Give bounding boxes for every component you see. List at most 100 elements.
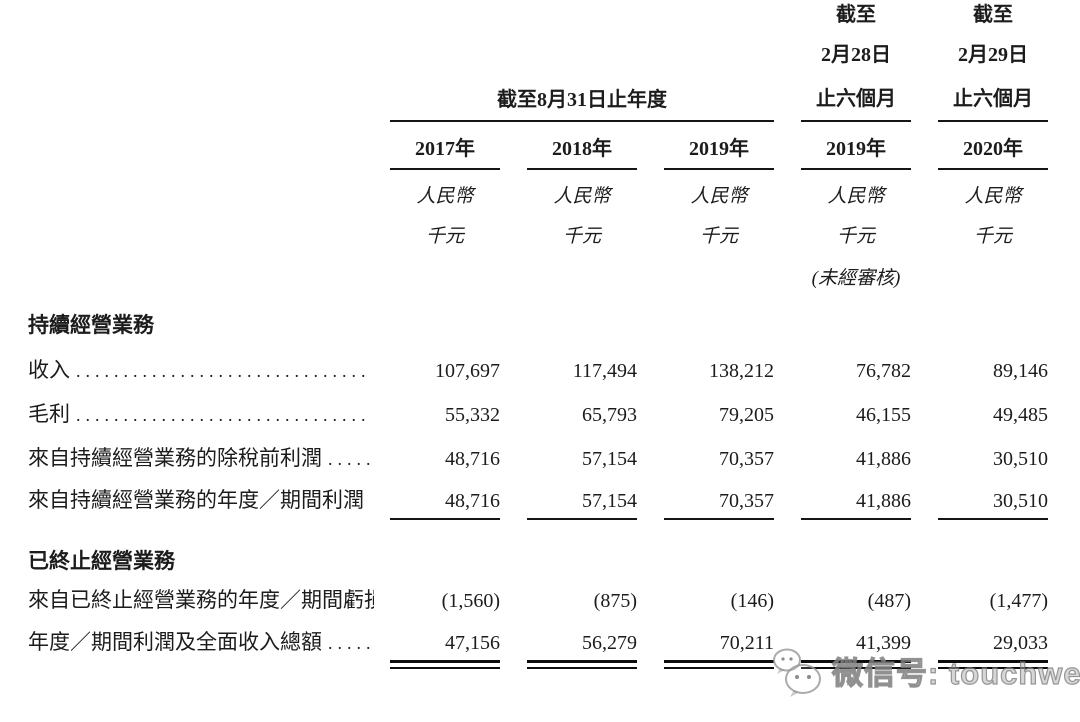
- unit-label: 千元: [562, 226, 601, 247]
- year-2019: 2019年: [689, 138, 749, 160]
- cell-2019-interim: 46,155: [856, 404, 911, 426]
- year-rule-row: [28, 168, 1076, 170]
- row-label: 年度／期間利潤及全面收入總額: [28, 630, 322, 654]
- cell-2019: (146): [730, 590, 774, 612]
- table-row-profit-for-period: 來自持續經營業務的年度／期間利潤 .......................…: [28, 488, 1076, 514]
- interim2-rule: [938, 120, 1048, 122]
- unaudited-label: (未經審核): [811, 268, 901, 289]
- table-row-loss-discontinued: 來自已終止經營業務的年度／期間虧損 ......................…: [28, 588, 1076, 614]
- section-label: 已終止經營業務: [28, 549, 175, 573]
- cell-2017: 48,716: [445, 490, 500, 512]
- year-2020-interim: 2020年: [963, 138, 1023, 160]
- cell-2017: 47,156: [445, 632, 500, 654]
- row-label: 收入: [28, 358, 70, 382]
- year-2017: 2017年: [415, 138, 475, 160]
- cell-2018: 57,154: [582, 490, 637, 512]
- dot-leader: ........................................…: [76, 361, 370, 381]
- cell-2017: 107,697: [435, 360, 500, 382]
- cell-2019-interim: 76,782: [856, 360, 911, 382]
- cell-2017: 55,332: [445, 404, 500, 426]
- column-rule: [390, 168, 500, 170]
- header-row-dates: 2月28日 2月29日: [28, 44, 1076, 68]
- column-total-rule: [390, 660, 500, 669]
- cell-2020-interim: 30,510: [993, 448, 1048, 470]
- column-rule: [390, 518, 500, 520]
- row-label: 毛利: [28, 402, 70, 426]
- cell-2019: 70,357: [719, 448, 774, 470]
- section-continuing-operations: 持續經營業務: [28, 312, 1076, 338]
- interim2-suffix: 止六個月: [953, 88, 1033, 110]
- watermark-text: 微信号: touchweb: [831, 655, 1080, 691]
- header-row-periods: 截至8月31日止年度 止六個月 止六個月: [28, 88, 1076, 112]
- row-label: 來自持續經營業務的除稅前利潤: [28, 446, 322, 470]
- interim2-prefix: 截至: [973, 4, 1013, 26]
- currency-label: 人民幣: [827, 186, 885, 207]
- interim1-rule: [801, 120, 911, 122]
- unit-label: 千元: [836, 226, 875, 247]
- subtotal-rule-row: [28, 518, 1076, 520]
- table-row-revenue: 收入 .....................................…: [28, 358, 1076, 384]
- cell-2018: 117,494: [572, 360, 637, 382]
- column-rule: [664, 168, 774, 170]
- interim1-suffix: 止六個月: [816, 88, 896, 110]
- cell-2019-interim: 41,399: [856, 632, 911, 654]
- cell-2018: (875): [593, 590, 637, 612]
- cell-2019-interim: 41,886: [856, 448, 911, 470]
- column-total-rule: [801, 660, 911, 669]
- interim1-prefix: 截至: [836, 4, 876, 26]
- dot-leader: ........................................…: [328, 633, 370, 653]
- annual-group-rule: [390, 120, 774, 122]
- dot-leader: ........................................…: [76, 405, 370, 425]
- cell-2017: 48,716: [445, 448, 500, 470]
- cell-2019: 79,205: [719, 404, 774, 426]
- column-total-rule: [938, 660, 1048, 669]
- header-row-years: 2017年 2018年 2019年 2019年 2020年: [28, 138, 1076, 162]
- annual-period-header: 截至8月31日止年度: [497, 89, 667, 111]
- cell-2020-interim: 29,033: [993, 632, 1048, 654]
- section-label: 持續經營業務: [28, 313, 154, 337]
- cell-2019: 138,212: [709, 360, 774, 382]
- column-total-rule: [664, 660, 774, 669]
- cell-2019-interim: (487): [867, 590, 911, 612]
- interim1-date: 2月28日: [821, 44, 891, 66]
- total-rule-row: [28, 660, 1076, 669]
- currency-label: 人民幣: [964, 186, 1022, 207]
- cell-2020-interim: (1,477): [989, 590, 1048, 612]
- header-rule-row: [28, 120, 1076, 122]
- cell-2020-interim: 30,510: [993, 490, 1048, 512]
- table-row-profit-before-tax: 來自持續經營業務的除稅前利潤 .........................…: [28, 446, 1076, 472]
- column-rule: [938, 518, 1048, 520]
- column-rule: [938, 168, 1048, 170]
- column-total-rule: [527, 660, 637, 669]
- cell-2018: 65,793: [582, 404, 637, 426]
- column-rule: [527, 168, 637, 170]
- interim2-date: 2月29日: [958, 44, 1028, 66]
- wechat-watermark: 微信号: touchweb: [770, 646, 1080, 700]
- year-2019-interim: 2019年: [826, 138, 886, 160]
- cell-2018: 56,279: [582, 632, 637, 654]
- section-discontinued-operations: 已終止經營業務: [28, 548, 1076, 574]
- column-rule: [801, 518, 911, 520]
- header-row-jiezhi: 截至 截至: [28, 4, 1076, 28]
- column-rule: [527, 518, 637, 520]
- table-row-gross-profit: 毛利 .....................................…: [28, 402, 1076, 428]
- financial-summary-table: 截至 截至 2月28日 2月29日 截至8月31日止年度 止六個月 止六個月 2…: [28, 4, 1076, 669]
- row-label: 來自已終止經營業務的年度／期間虧損: [28, 588, 374, 612]
- wechat-icon: [773, 648, 821, 697]
- unit-label: 千元: [425, 226, 464, 247]
- column-rule: [664, 518, 774, 520]
- cell-2020-interim: 49,485: [993, 404, 1048, 426]
- currency-label: 人民幣: [553, 186, 611, 207]
- cell-2019: 70,357: [719, 490, 774, 512]
- unit-label: 千元: [699, 226, 738, 247]
- cell-2019: 70,211: [719, 632, 774, 654]
- cell-2020-interim: 89,146: [993, 360, 1048, 382]
- unit-row: 千元 千元 千元 千元 千元: [28, 226, 1076, 250]
- currency-label: 人民幣: [690, 186, 748, 207]
- currency-row: 人民幣 人民幣 人民幣 人民幣 人民幣: [28, 186, 1076, 210]
- currency-label: 人民幣: [416, 186, 474, 207]
- unit-label: 千元: [973, 226, 1012, 247]
- cell-2019-interim: 41,886: [856, 490, 911, 512]
- cell-2017: (1,560): [441, 590, 500, 612]
- dot-leader: ........................................…: [328, 449, 370, 469]
